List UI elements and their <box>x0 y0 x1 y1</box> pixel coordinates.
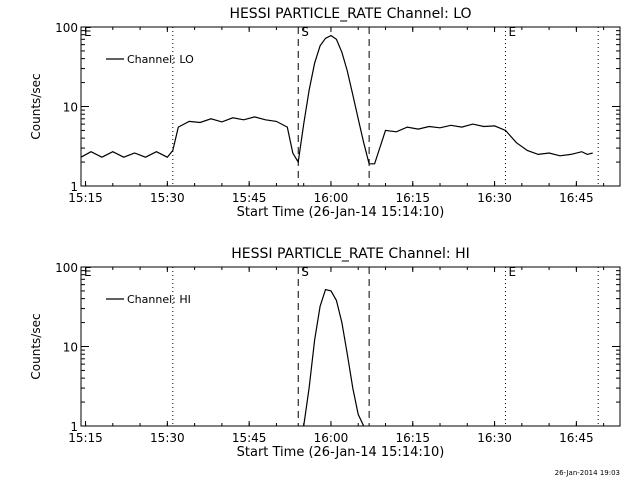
marker-label: S <box>301 265 309 279</box>
series-line <box>80 34 593 165</box>
x-tick-label: 15:30 <box>150 191 185 205</box>
x-axis-label: Start Time (26-Jan-14 15:14:10) <box>237 445 445 460</box>
chart-hi: HESSI PARTICLE_RATE Channel: HI 15:15 15:3… <box>29 246 621 460</box>
x-tick-label: 16:00 <box>314 431 349 445</box>
legend-label: Channel: LO <box>127 53 194 66</box>
x-tick-label: 16:45 <box>559 191 594 205</box>
marker-label: E <box>508 265 516 279</box>
x-tick-label: 16:15 <box>395 431 430 445</box>
y-axis-label: Counts/sec <box>29 313 43 379</box>
chart-title: HESSI PARTICLE_RATE Channel: LO <box>229 6 471 22</box>
y-axis-label: Counts/sec <box>29 73 43 139</box>
x-tick-label: 16:00 <box>314 191 349 205</box>
x-tick-label: 15:45 <box>232 191 267 205</box>
marker-label: S <box>301 25 309 39</box>
x-tick-label: 15:45 <box>232 431 267 445</box>
marker-label: E <box>84 265 92 279</box>
x-tick-label: 16:30 <box>477 191 512 205</box>
y-tick-label: 10 <box>63 341 78 355</box>
x-tick-label: 16:15 <box>395 191 430 205</box>
y-tick-label: 1 <box>70 180 78 194</box>
y-tick-label: 100 <box>55 261 78 275</box>
legend-label: Channel: HI <box>127 293 191 306</box>
y-tick-label: 10 <box>63 101 78 115</box>
x-tick-label: 15:15 <box>68 191 103 205</box>
chart-title: HESSI PARTICLE_RATE Channel: HI <box>231 246 469 262</box>
y-tick-label: 1 <box>70 420 78 434</box>
marker-label: E <box>508 25 516 39</box>
x-tick-label: 16:45 <box>559 431 594 445</box>
series-line <box>303 288 365 427</box>
plot-frame <box>80 26 621 187</box>
x-tick-label: 15:15 <box>68 431 103 445</box>
marker-label: E <box>84 25 92 39</box>
plot-frame <box>80 266 621 427</box>
x-tick-label: 16:30 <box>477 431 512 445</box>
y-tick-label: 100 <box>55 21 78 35</box>
footer-timestamp: 26-Jan-2014 19:03 <box>555 469 620 477</box>
x-axis-label: Start Time (26-Jan-14 15:14:10) <box>237 205 445 220</box>
chart-lo: HESSI PARTICLE_RATE Channel: LO 15:15 15:3… <box>29 6 621 220</box>
x-tick-label: 15:30 <box>150 431 185 445</box>
